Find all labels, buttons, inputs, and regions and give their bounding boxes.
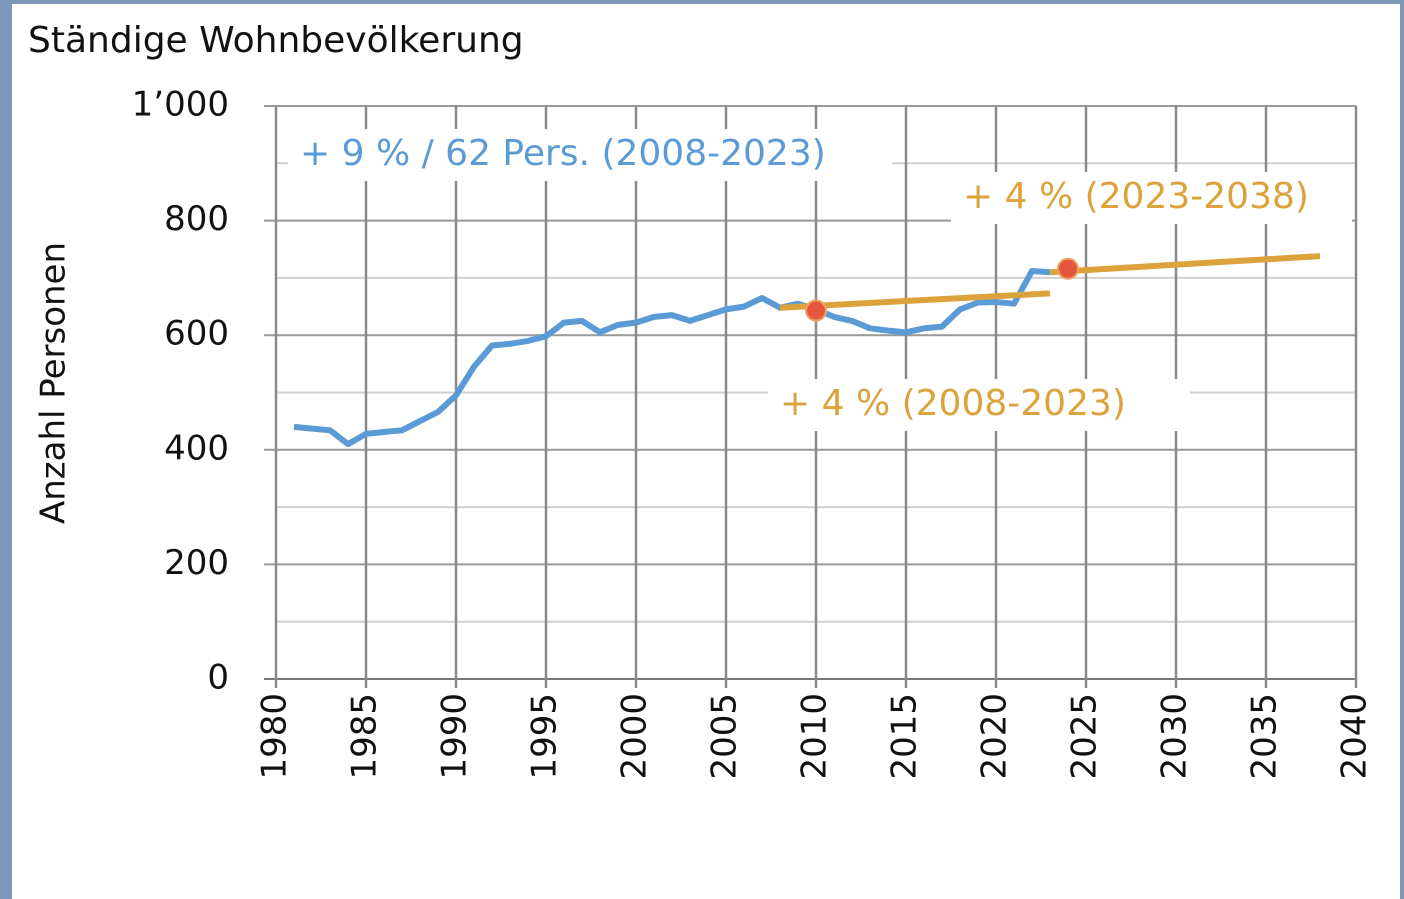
marker xyxy=(805,299,827,322)
x-tick-label: 2025 xyxy=(1065,693,1105,780)
y-tick-label: 600 xyxy=(164,314,229,354)
x-tick-label: 2005 xyxy=(705,693,745,780)
y-tick-label: 1’000 xyxy=(132,85,229,125)
y-tick-label: 0 xyxy=(207,658,229,698)
chart-title: Ständige Wohnbevölkerung xyxy=(28,20,524,61)
line-series xyxy=(293,268,1051,448)
x-tick-label: 2040 xyxy=(1335,693,1375,780)
x-tick-label: 1995 xyxy=(525,693,565,780)
x-tick-label: 2000 xyxy=(615,693,655,780)
annotation: + 4 % (2008-2023) xyxy=(780,383,1126,424)
line-series xyxy=(1049,253,1321,276)
x-tick-label: 2035 xyxy=(1245,693,1285,780)
x-tick-label: 2030 xyxy=(1155,693,1195,780)
annotation-box xyxy=(951,172,1352,224)
annotation: + 4 % (2023-2038) xyxy=(963,176,1309,217)
annotation: + 9 % / 62 Pers. (2008-2023) xyxy=(300,133,826,174)
x-tick-label: 1990 xyxy=(435,693,475,780)
page: Ständige Wohnbevölkerung Anzahl Personen… xyxy=(12,4,1400,899)
annotation-box xyxy=(288,129,892,181)
y-tick-label: 200 xyxy=(164,543,229,583)
x-tick-label: 2015 xyxy=(885,693,925,780)
y-tick-label: 800 xyxy=(164,199,229,239)
y-tick-label: 400 xyxy=(164,428,229,468)
y-axis-label: Anzahl Personen xyxy=(34,242,74,524)
marker xyxy=(1057,257,1079,280)
x-tick-label: 1985 xyxy=(345,693,385,780)
x-tick-label: 2010 xyxy=(795,693,835,780)
x-tick-label: 1980 xyxy=(255,693,295,780)
annotation-box xyxy=(768,379,1190,431)
x-tick-label: 2020 xyxy=(975,693,1015,780)
